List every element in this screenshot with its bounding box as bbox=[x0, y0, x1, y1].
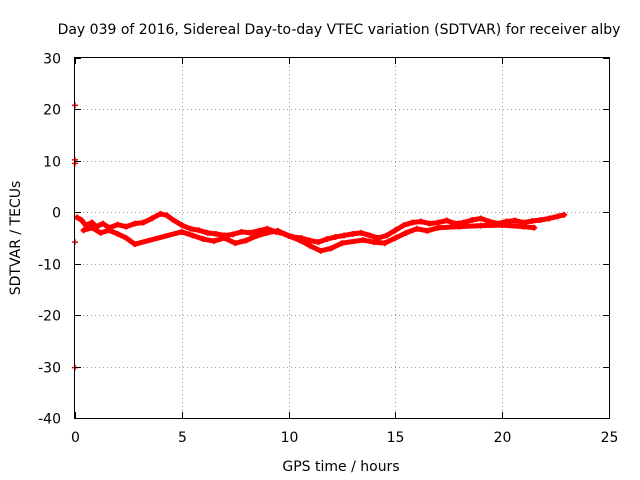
chart-title: Day 039 of 2016, Sidereal Day-to-day VTE… bbox=[58, 22, 621, 38]
x-tick-label: 25 bbox=[601, 430, 619, 446]
data-band-segment bbox=[499, 222, 527, 230]
data-band-segment bbox=[521, 224, 537, 231]
data-points bbox=[72, 102, 568, 371]
x-tick-label: 5 bbox=[178, 430, 187, 446]
y-tick-label: 30 bbox=[43, 52, 61, 68]
y-tick-label: 10 bbox=[43, 155, 61, 171]
y-tick-label: -10 bbox=[38, 258, 61, 274]
y-tick-label: 20 bbox=[43, 103, 61, 119]
x-axis-label: GPS time / hours bbox=[282, 459, 399, 475]
y-tick-label: 0 bbox=[52, 206, 61, 222]
y-tick-label: -40 bbox=[38, 412, 61, 428]
data-band-segment bbox=[339, 237, 366, 246]
y-tick-label: -30 bbox=[38, 361, 61, 377]
x-tick-label: 20 bbox=[494, 430, 512, 446]
data-band-segment bbox=[478, 222, 505, 229]
data-band-segment bbox=[132, 229, 185, 247]
plot-frame bbox=[74, 57, 610, 419]
data-band-segment bbox=[435, 224, 462, 231]
axis-ticks: 0 5 10 15 20 25 -40 -30 -20 -10 0 10 20 30 bbox=[38, 52, 618, 447]
y-tick-label: -20 bbox=[38, 309, 61, 325]
x-tick-label: 15 bbox=[387, 430, 405, 446]
x-tick-label: 10 bbox=[281, 430, 299, 446]
y-axis-label: SDTVAR / TECUs bbox=[8, 181, 24, 296]
data-band-segment bbox=[456, 223, 484, 230]
x-tick-label: 0 bbox=[71, 430, 80, 446]
data-band-segment bbox=[555, 212, 567, 219]
